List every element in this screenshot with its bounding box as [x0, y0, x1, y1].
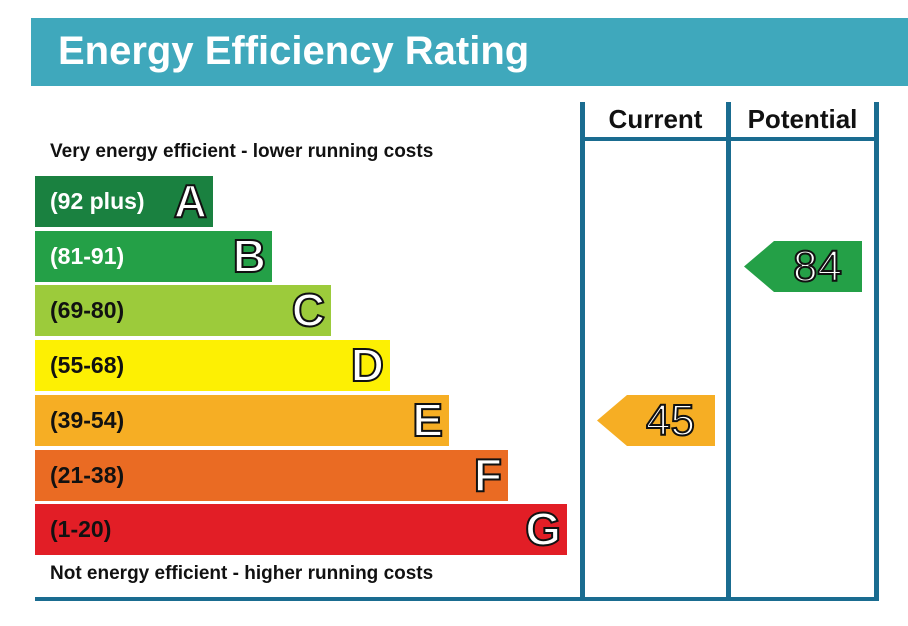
potential-arrow-shape [744, 240, 862, 292]
current-rating-arrow: 45 [597, 394, 715, 446]
band-letter-label: F [473, 448, 503, 501]
band-letter-label: G [524, 503, 562, 556]
band-letter-label: B [232, 229, 267, 282]
band-range-label: (92 plus) [50, 188, 145, 214]
current-column-header: Current [608, 104, 703, 134]
bottom-caption: Not energy efficient - higher running co… [50, 563, 434, 584]
band-d: (55-68) D [35, 339, 390, 392]
potential-rating-value: 84 [792, 241, 843, 292]
top-caption: Very energy efficient - lower running co… [50, 141, 434, 162]
band-range-label: (39-54) [50, 406, 125, 433]
band-letter-label: C [291, 284, 326, 337]
current-rating-value: 45 [645, 395, 696, 446]
band-c: (69-80) C [35, 284, 331, 337]
band-letter-label: A [173, 175, 208, 228]
band-b: (81-91) B [35, 229, 272, 282]
band-letter-label: E [411, 393, 444, 446]
potential-column-header: Potential [747, 104, 858, 134]
current-column-right-divider [726, 102, 731, 600]
band-range-label: (21-38) [50, 461, 125, 488]
band-f: (21-38) F [35, 448, 508, 501]
title-banner: Energy Efficiency Rating [31, 18, 908, 86]
page-title: Energy Efficiency Rating [58, 29, 530, 73]
current-arrow-shape [597, 394, 715, 446]
band-range-label: (1-20) [50, 516, 112, 543]
potential-rating-arrow: 84 [744, 240, 862, 292]
chart-bottom-border [35, 597, 879, 601]
band-range-label: (55-68) [50, 352, 125, 379]
band-range-label: (69-80) [50, 297, 125, 324]
band-g: (1-20) G [35, 503, 567, 556]
band-e: (39-54) E [35, 393, 449, 446]
current-column-left-divider [580, 102, 585, 600]
band-range-label: (81-91) [50, 242, 125, 269]
band-letter-label: D [350, 339, 385, 392]
band-a: (92 plus) A [35, 175, 213, 228]
column-header-underline [580, 137, 879, 141]
potential-column-right-divider [874, 102, 879, 600]
